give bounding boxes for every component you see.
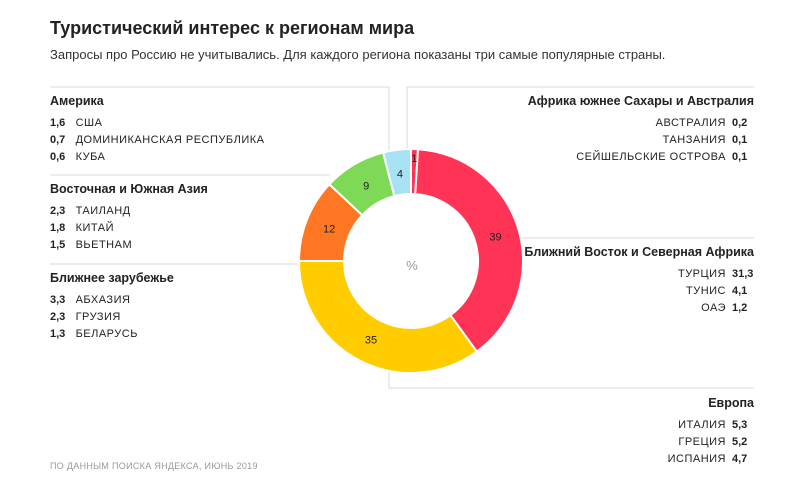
country-value: 0,1 xyxy=(732,151,748,163)
country-name: ИТАЛИЯ xyxy=(678,419,726,431)
list-item: ТУНИС 4,1 xyxy=(524,283,754,300)
group-name: Европа xyxy=(708,396,754,410)
donut-slice xyxy=(381,147,412,198)
list-item: СЕЙШЕЛЬСКИЕ ОСТРОВА 0,1 xyxy=(528,149,754,166)
country-value: 1,2 xyxy=(732,302,748,314)
country-value: 3,3 xyxy=(50,294,66,306)
group-near-abroad: Ближнее зарубежье 3,3 АБХАЗИЯ 2,3 ГРУЗИЯ… xyxy=(50,271,174,343)
country-name: ТАНЗАНИЯ xyxy=(662,134,726,146)
list-item: ИТАЛИЯ 5,3 xyxy=(668,417,754,434)
list-item: 2,3 ТАИЛАНД xyxy=(50,203,208,220)
slice-labels: 1 39 35 12 9 4 xyxy=(323,153,502,346)
donut-slices xyxy=(297,147,524,374)
group-name: Африка южнее Сахары и Австралия xyxy=(527,94,754,108)
leader-lines xyxy=(50,86,754,389)
country-value: 0,2 xyxy=(732,117,748,129)
country-value: 0,7 xyxy=(50,134,66,146)
group-name: Ближнее зарубежье xyxy=(50,271,174,285)
list-item: ГРЕЦИЯ 5,2 xyxy=(668,434,754,451)
country-name: ГРУЗИЯ xyxy=(75,311,121,323)
country-name: ТАИЛАНД xyxy=(75,205,131,217)
slice-value-label: 9 xyxy=(363,180,369,192)
group-name: Восточная и Южная Азия xyxy=(50,182,208,196)
country-name: США xyxy=(75,117,103,129)
country-value: 1,3 xyxy=(50,328,66,340)
country-value: 1,5 xyxy=(50,239,66,251)
country-value: 1,8 xyxy=(50,222,66,234)
group-asia: Восточная и Южная Азия 2,3 ТАИЛАНД 1,8 К… xyxy=(50,182,208,254)
country-name: ГРЕЦИЯ xyxy=(678,436,726,448)
country-value: 1,6 xyxy=(50,117,66,129)
list-item: ИСПАНИЯ 4,7 xyxy=(668,451,754,468)
country-name: КУБА xyxy=(75,151,106,163)
group-name: Ближний Восток и Северная Африка xyxy=(524,245,754,259)
list-item: 1,5 ВЬЕТНАМ xyxy=(50,237,208,254)
country-value: 2,3 xyxy=(50,311,66,323)
list-item: 0,6 КУБА xyxy=(50,149,264,166)
list-item: АВСТРАЛИЯ 0,2 xyxy=(528,115,754,132)
country-name: ТУНИС xyxy=(685,285,726,297)
slice-value-label: 12 xyxy=(323,224,335,236)
slice-value-label: 4 xyxy=(397,169,403,181)
country-value: 4,1 xyxy=(732,285,748,297)
chart-subtitle: Запросы про Россию не учитывались. Для к… xyxy=(50,47,666,62)
country-value: 0,6 xyxy=(50,151,66,163)
country-name: АБХАЗИЯ xyxy=(75,294,131,306)
list-item: 1,8 КИТАЙ xyxy=(50,220,208,237)
group-middle-east: Ближний Восток и Северная Африка ТУРЦИЯ 3… xyxy=(524,245,754,317)
group-europe: Европа ИТАЛИЯ 5,3 ГРЕЦИЯ 5,2 ИСПАНИЯ 4,7 xyxy=(668,396,754,468)
country-name: ИСПАНИЯ xyxy=(667,453,726,465)
chart-title: Туристический интерес к регионам мира xyxy=(50,18,415,38)
list-item: 2,3 ГРУЗИЯ xyxy=(50,309,174,326)
country-name: СЕЙШЕЛЬСКИЕ ОСТРОВА xyxy=(576,151,726,163)
country-name: ОАЭ xyxy=(701,302,726,314)
list-item: 1,3 БЕЛАРУСЬ xyxy=(50,326,174,343)
list-item: ОАЭ 1,2 xyxy=(524,300,754,317)
country-name: ВЬЕТНАМ xyxy=(75,239,133,251)
donut-slice xyxy=(414,148,524,354)
group-africa-australia: Африка южнее Сахары и Австралия АВСТРАЛИ… xyxy=(528,94,754,166)
country-value: 4,7 xyxy=(732,453,748,465)
country-name: ТУРЦИЯ xyxy=(677,268,726,280)
list-item: ТУРЦИЯ 31,3 xyxy=(524,266,754,283)
list-item: ТАНЗАНИЯ 0,1 xyxy=(528,132,754,149)
country-value: 2,3 xyxy=(50,205,66,217)
source-note: ПО ДАННЫМ ПОИСКА ЯНДЕКСА, ИЮНЬ 2019 xyxy=(50,461,258,471)
slice-value-label: 35 xyxy=(365,334,377,346)
country-value: 5,2 xyxy=(732,436,748,448)
country-name: АВСТРАЛИЯ xyxy=(655,117,726,129)
slice-value-label: 39 xyxy=(489,231,501,243)
group-name: Америка xyxy=(50,94,104,108)
country-value: 31,3 xyxy=(732,268,754,280)
center-label: % xyxy=(406,258,418,273)
list-item: 3,3 АБХАЗИЯ xyxy=(50,292,174,309)
leader-line xyxy=(388,370,754,389)
list-item: 0,7 ДОМИНИКАНСКАЯ РЕСПУБЛИКА xyxy=(50,132,264,149)
leader-line xyxy=(50,86,390,151)
country-name: ДОМИНИКАНСКАЯ РЕСПУБЛИКА xyxy=(75,134,265,146)
group-america: Америка 1,6 США 0,7 ДОМИНИКАНСКАЯ РЕСПУБ… xyxy=(50,94,264,166)
country-name: КИТАЙ xyxy=(75,222,114,234)
list-item: 1,6 США xyxy=(50,115,264,132)
slice-value-label: 1 xyxy=(411,153,417,165)
country-value: 0,1 xyxy=(732,134,748,146)
country-value: 5,3 xyxy=(732,419,748,431)
donut-slice xyxy=(297,260,479,374)
country-name: БЕЛАРУСЬ xyxy=(75,328,138,340)
